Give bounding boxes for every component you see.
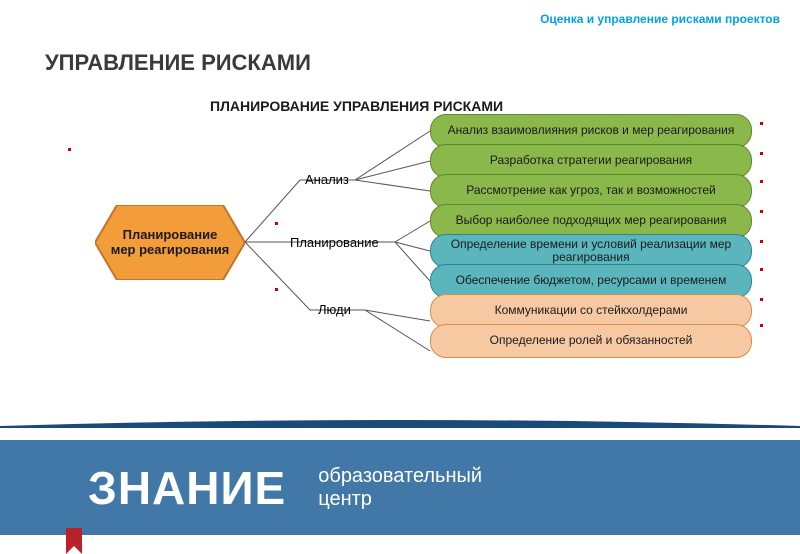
guide-dot: [760, 324, 763, 327]
box-item: Рассмотрение как угроз, так и возможност…: [430, 174, 752, 208]
guide-dot: [275, 288, 278, 291]
footer-band: ЗНАНИЕ образовательный центр: [0, 440, 800, 535]
branch-label-analysis: Анализ: [305, 172, 349, 187]
guide-dot: [68, 148, 71, 151]
guide-dot: [760, 122, 763, 125]
page-title: УПРАВЛЕНИЕ РИСКАМИ: [45, 50, 311, 76]
root-node-hexagon: Планирование мер реагирования: [95, 205, 245, 280]
guide-dot: [760, 152, 763, 155]
guide-dot: [760, 210, 763, 213]
box-item: Выбор наиболее подходящих мер реагирован…: [430, 204, 752, 238]
guide-dot: [760, 298, 763, 301]
header-tag: Оценка и управление рисками проектов: [540, 12, 780, 26]
box-item: Определение времени и условий реализации…: [430, 234, 752, 268]
guide-dot: [760, 240, 763, 243]
diagram: Планирование мер реагирования Анализ Пла…: [0, 110, 800, 390]
guide-dot: [760, 268, 763, 271]
box-item: Обеспечение бюджетом, ресурсами и времен…: [430, 264, 752, 298]
root-node-label: Планирование мер реагирования: [95, 228, 245, 258]
guide-dot: [760, 180, 763, 183]
footer: ЗНАНИЕ образовательный центр: [0, 418, 800, 553]
box-item: Разработка стратегии реагирования: [430, 144, 752, 178]
box-item: Коммуникации со стейкхолдерами: [430, 294, 752, 328]
footer-tagline: образовательный центр: [318, 465, 482, 511]
guide-dot: [275, 222, 278, 225]
footer-tagline-line2: центр: [318, 488, 482, 511]
bookmark-icon: [66, 528, 82, 554]
branch-label-planning: Планирование: [290, 235, 379, 250]
footer-brand: ЗНАНИЕ: [88, 461, 286, 515]
branch-label-people: Люди: [318, 302, 351, 317]
box-item: Анализ взаимовлияния рисков и мер реагир…: [430, 114, 752, 148]
box-item: Определение ролей и обязанностей: [430, 324, 752, 358]
footer-decor-line: [0, 418, 800, 428]
boxes-column: Анализ взаимовлияния рисков и мер реагир…: [430, 114, 752, 354]
footer-tagline-line1: образовательный: [318, 465, 482, 488]
